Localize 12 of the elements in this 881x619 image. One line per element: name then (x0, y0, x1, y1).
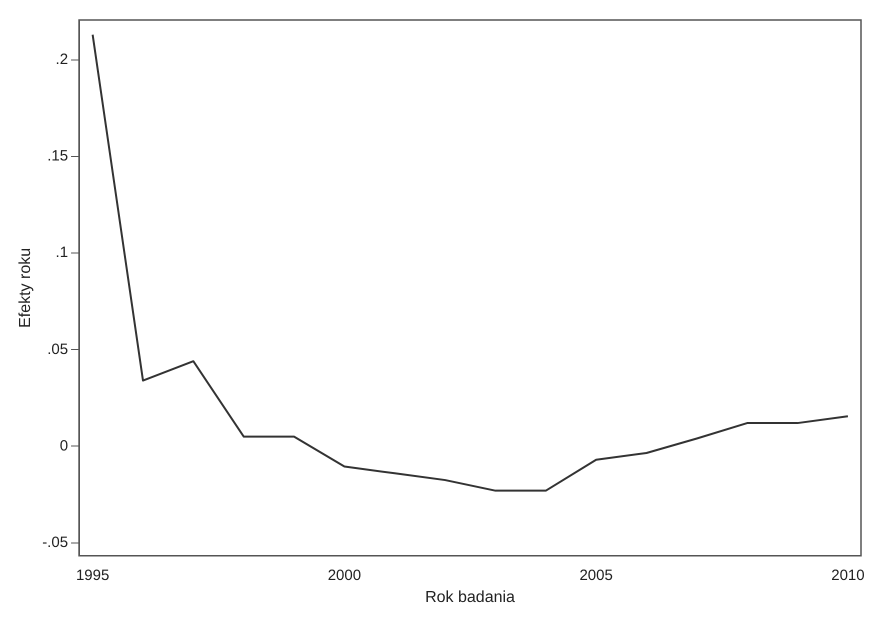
y-axis-title: Efekty roku (17, 248, 34, 328)
x-tick-label: 1995 (76, 566, 110, 584)
x-tick-label: 2010 (831, 566, 865, 584)
y-tick-label: .2 (56, 50, 68, 68)
y-tick-label: 0 (60, 437, 68, 454)
y-tick-label: .1 (56, 244, 68, 262)
y-tick-label: .15 (47, 148, 68, 165)
y-tick-label: .05 (47, 340, 68, 358)
y-tick-label: -.05 (42, 534, 68, 551)
x-axis-title: Rok badania (425, 588, 516, 606)
x-tick-label: 2000 (328, 566, 362, 584)
x-tick-label: 2005 (579, 566, 613, 584)
